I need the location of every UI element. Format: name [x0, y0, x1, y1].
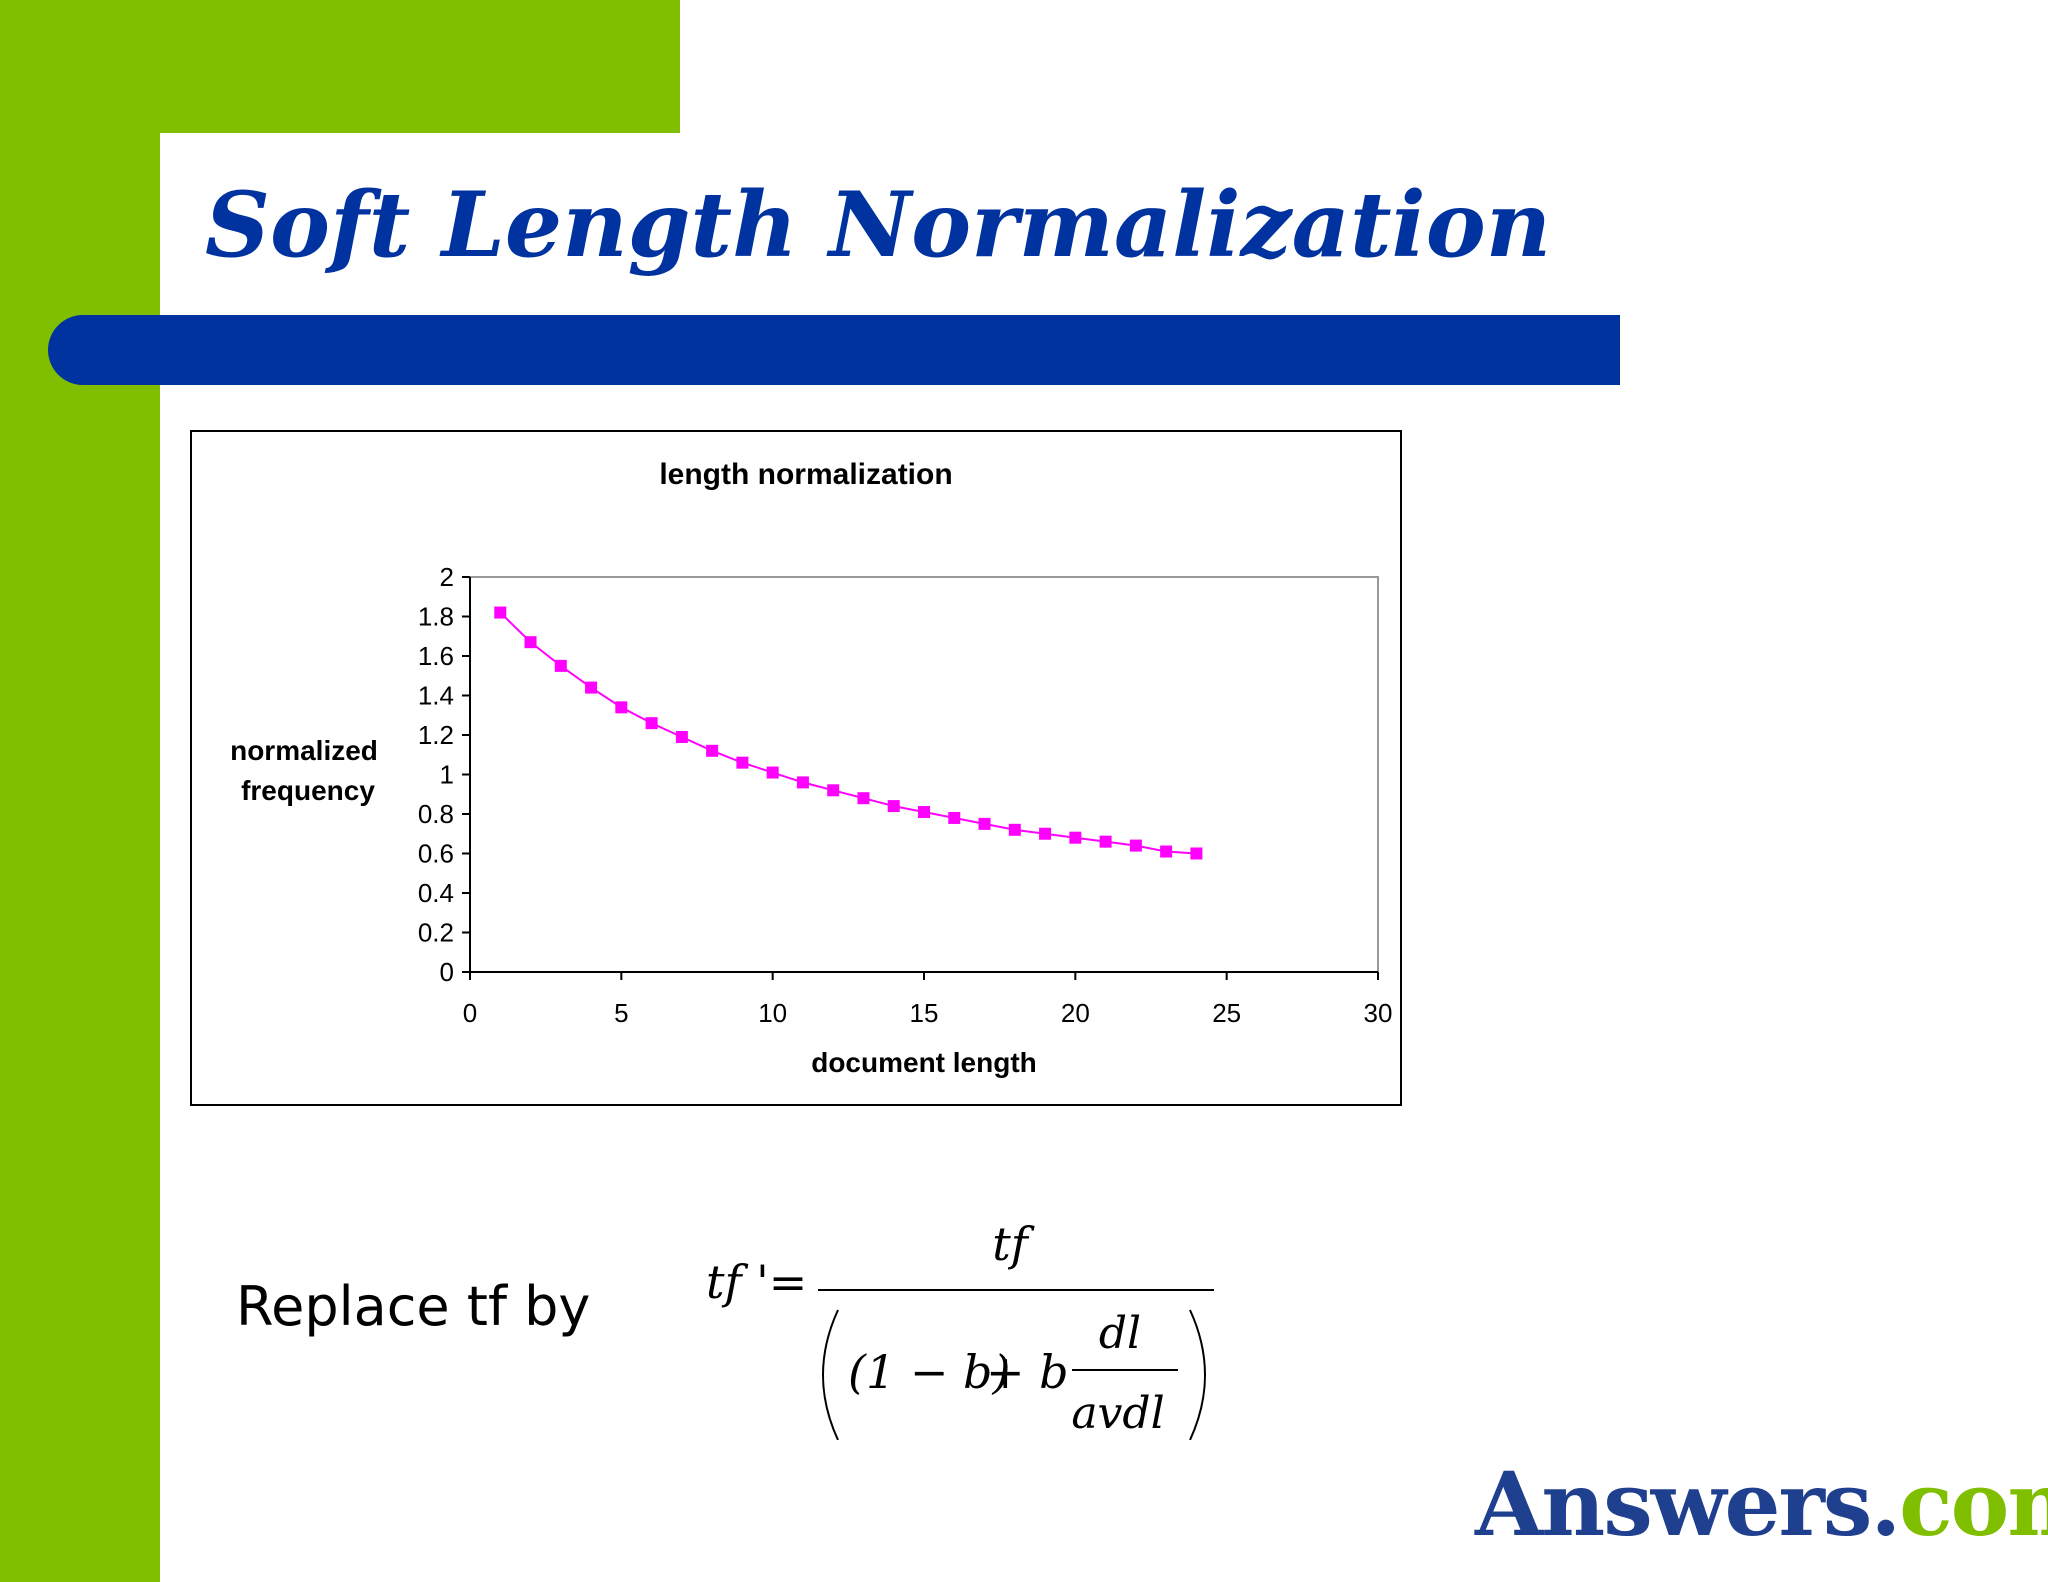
chart-title: length normalization: [659, 458, 952, 491]
series-point: [1129, 839, 1142, 852]
series-point: [615, 701, 628, 714]
series-point: [1099, 835, 1112, 848]
title-underline-band: [48, 315, 1620, 385]
series-point: [887, 800, 900, 813]
series-point: [675, 730, 688, 743]
logo-com: com: [1899, 1452, 2048, 1556]
left-big-paren: [822, 1309, 839, 1441]
y-tick-label: 1.4: [418, 681, 454, 711]
series-point: [918, 806, 930, 819]
y-axis-label-line-2: frequency: [241, 775, 375, 806]
x-tick-label: 30: [1364, 998, 1393, 1028]
series-point: [1008, 823, 1021, 836]
formula-dl: dl: [1099, 1308, 1141, 1359]
x-axis-ticks: 0 5 10 15 20 25 30: [463, 972, 1393, 1028]
green-side-bar: [0, 0, 160, 1582]
series-point: [585, 681, 598, 694]
x-tick-label: 10: [758, 998, 787, 1028]
y-tick-label: 0.4: [418, 878, 454, 908]
formula-plus-b: + b: [986, 1345, 1069, 1399]
x-tick-label: 0: [463, 998, 477, 1028]
y-tick-label: 1.6: [418, 641, 454, 671]
logo-dot: .: [1870, 1452, 1901, 1556]
series-point: [1160, 845, 1173, 858]
series-point: [1069, 831, 1082, 844]
series-point: [494, 606, 507, 619]
replace-tf-text: Replace tf by: [236, 1275, 591, 1338]
formula-numerator: tf: [992, 1217, 1034, 1271]
series-point: [1190, 847, 1203, 860]
series-point: [796, 776, 809, 789]
y-axis-label-line-1: normalized: [230, 735, 378, 766]
series-point: [645, 717, 658, 730]
slide-title: Soft Length Normalization: [205, 172, 1552, 278]
series-point: [827, 784, 840, 797]
plot-area: [469, 576, 1379, 973]
y-tick-label: 1.2: [418, 720, 454, 750]
x-tick-label: 25: [1212, 998, 1241, 1028]
series-point: [766, 766, 779, 779]
y-tick-label: 1.8: [418, 602, 454, 632]
series-point: [1039, 827, 1052, 840]
tf-normalization-formula: tf '= tf (1 − b) + b dl avdl: [690, 1210, 1230, 1441]
formula-avdl: avdl: [1071, 1388, 1164, 1439]
formula-one-minus-b: (1 − b): [848, 1345, 1010, 1399]
line-chart: length normalization 0 0.2 0.4 0.6 0.8 1 1.2 1.…: [230, 458, 1393, 1078]
series-point: [554, 659, 567, 672]
series-point: [978, 817, 991, 830]
chart-frame: length normalization 0 0.2 0.4 0.6 0.8 1 1.2 1.…: [190, 430, 1402, 1106]
y-tick-label: 0.6: [418, 839, 454, 869]
series-point: [524, 636, 537, 649]
formula-lhs: tf '=: [706, 1255, 807, 1309]
y-tick-label: 0.8: [418, 799, 454, 829]
x-axis-label: document length: [811, 1047, 1037, 1078]
series-point: [857, 792, 870, 805]
x-tick-label: 5: [614, 998, 628, 1028]
x-tick-label: 15: [910, 998, 939, 1028]
y-tick-label: 0: [440, 957, 454, 987]
answers-logo: Answers.com: [1475, 1460, 2048, 1548]
logo-answers: Answers: [1475, 1452, 1872, 1556]
series-layer: [494, 606, 1203, 860]
series-point: [948, 811, 961, 824]
x-tick-label: 20: [1061, 998, 1090, 1028]
series-point: [736, 756, 749, 769]
series-point: [706, 744, 719, 757]
right-big-paren: [1189, 1309, 1206, 1441]
y-tick-label: 1: [440, 760, 454, 790]
y-axis-ticks: 0 0.2 0.4 0.6 0.8 1 1.2 1.4 1.6 1.8 2: [418, 562, 470, 987]
y-tick-label: 0.2: [418, 918, 454, 948]
formula-svg: tf '= tf (1 − b) + b dl avdl: [706, 1217, 1214, 1441]
y-tick-label: 2: [440, 562, 454, 592]
